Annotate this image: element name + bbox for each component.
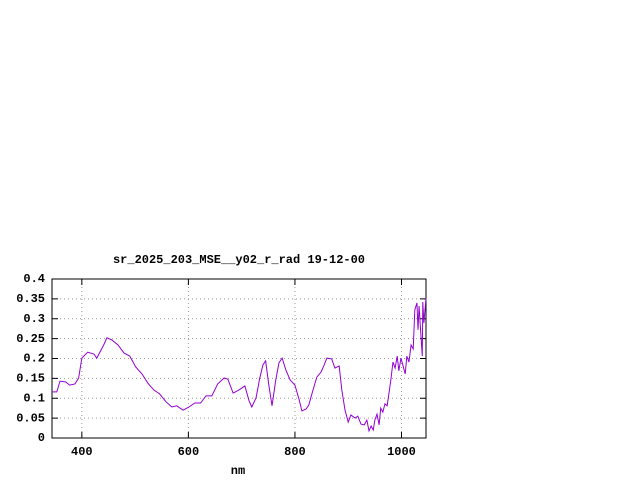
data-line [52, 298, 427, 433]
chart-title: sr_2025_203_MSE__y02_r_rad 19-12-00 [113, 253, 365, 267]
y-tick-label: 0 [38, 431, 45, 445]
x-tick-label: 800 [284, 445, 306, 459]
x-tick-label: 1000 [387, 445, 416, 459]
y-tick-label: 0.2 [23, 352, 45, 366]
y-tick-label: 0.35 [16, 292, 45, 306]
y-tick-label: 0.15 [16, 372, 45, 386]
plot-border [51, 278, 427, 439]
y-tick-label: 0.05 [16, 411, 45, 425]
x-tick-label: 400 [71, 445, 93, 459]
y-tick-label: 0.3 [23, 312, 45, 326]
x-axis-label: nm [231, 464, 245, 478]
y-tick-label: 0.4 [23, 272, 45, 286]
y-tick-label: 0.25 [16, 332, 45, 346]
y-tick-label: 0.1 [23, 391, 45, 405]
x-tick-label: 600 [178, 445, 200, 459]
